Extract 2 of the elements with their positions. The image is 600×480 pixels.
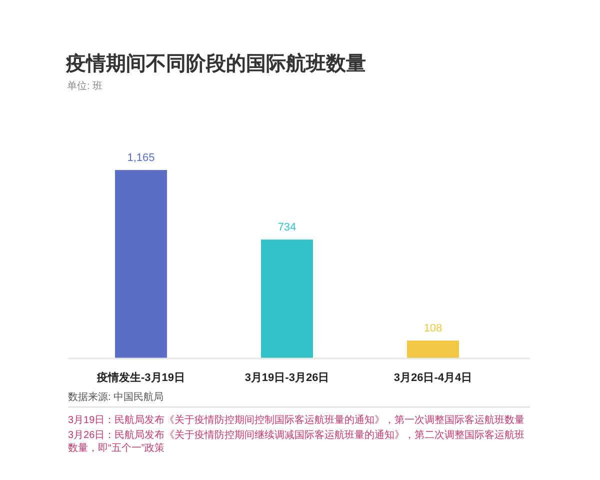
subtitle: 单位: 班 [67,81,103,92]
title: 疫情期间不同阶段的国际航班数量 [66,53,366,75]
